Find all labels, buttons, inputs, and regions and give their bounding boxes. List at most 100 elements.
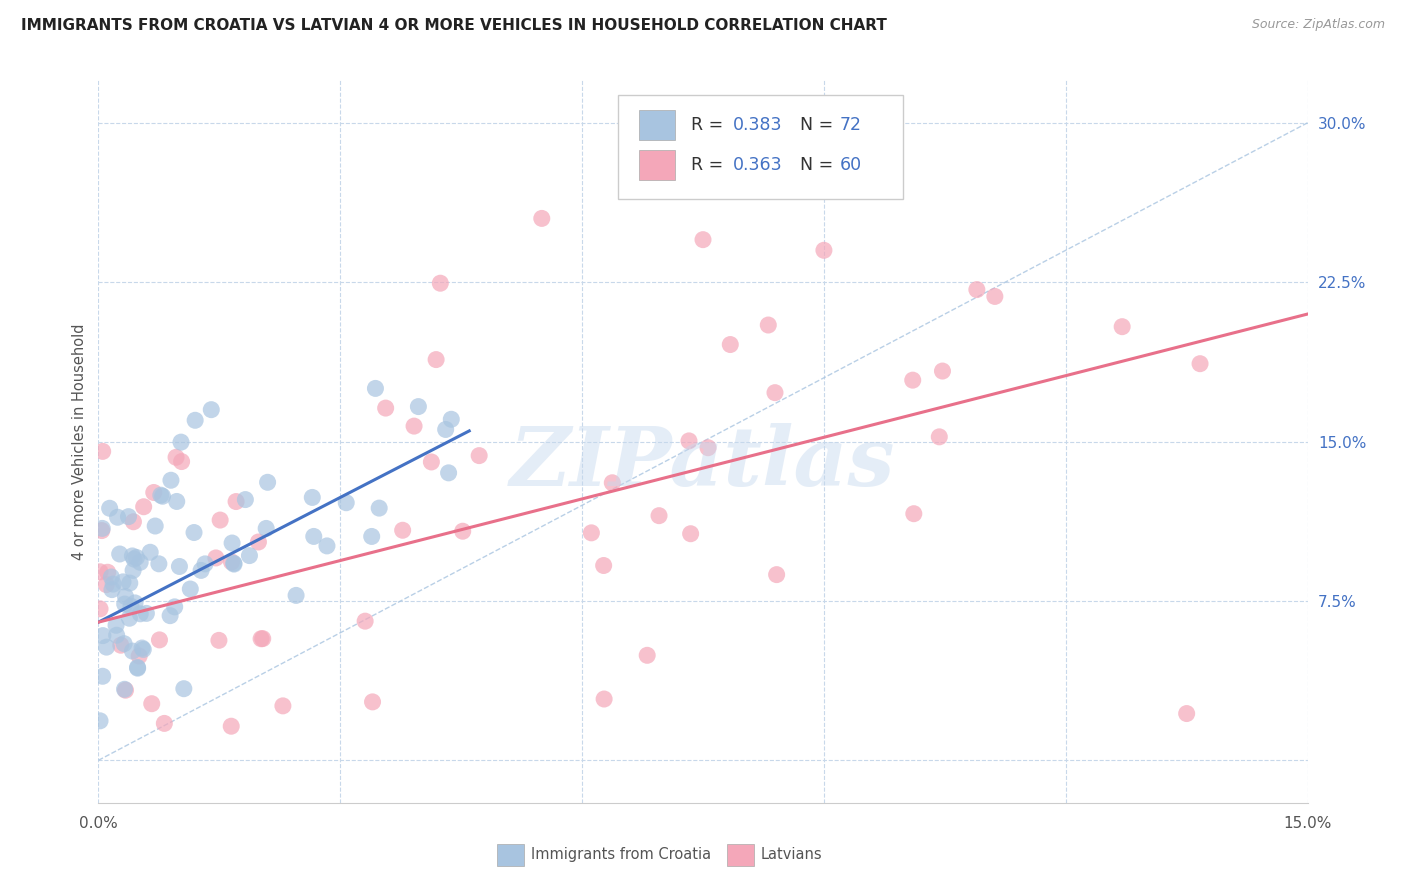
Point	[127, 661, 149, 675]
Point	[636, 648, 658, 663]
Point	[170, 454, 193, 468]
Text: Source: ZipAtlas.com: Source: ZipAtlas.com	[1251, 18, 1385, 31]
Text: IMMIGRANTS FROM CROATIA VS LATVIAN 4 OR MORE VEHICLES IN HOUSEHOLD CORRELATION C: IMMIGRANTS FROM CROATIA VS LATVIAN 4 OR …	[21, 18, 887, 33]
Bar	[638, 150, 675, 180]
Point	[219, 719, 242, 733]
Point	[91, 444, 114, 458]
Point	[679, 526, 702, 541]
Point	[142, 485, 165, 500]
Point	[97, 566, 120, 580]
Point	[301, 491, 323, 505]
Point	[117, 509, 139, 524]
Point	[105, 628, 128, 642]
Point	[141, 697, 163, 711]
Point	[91, 669, 114, 683]
Point	[105, 618, 128, 632]
Point	[114, 590, 136, 604]
Point	[132, 500, 155, 514]
Point	[765, 567, 787, 582]
Point	[1111, 319, 1133, 334]
Point	[98, 501, 121, 516]
Point	[112, 637, 135, 651]
Point	[122, 563, 145, 577]
Point	[111, 574, 134, 589]
Point	[90, 524, 112, 538]
Text: 0.383: 0.383	[734, 116, 783, 134]
Point	[118, 611, 141, 625]
Text: N =: N =	[800, 156, 838, 174]
Text: R =: R =	[690, 116, 728, 134]
Bar	[638, 110, 675, 140]
Point	[124, 596, 146, 610]
Point	[120, 599, 142, 614]
Text: 0.363: 0.363	[734, 156, 783, 174]
Point	[451, 524, 474, 539]
Point	[813, 244, 835, 258]
Y-axis label: 4 or more Vehicles in Household: 4 or more Vehicles in Household	[72, 323, 87, 560]
Point	[408, 400, 430, 414]
Point	[128, 648, 150, 663]
Point	[208, 633, 231, 648]
Point	[122, 552, 145, 566]
Point	[121, 644, 143, 658]
Point	[170, 435, 193, 450]
Point	[420, 455, 443, 469]
Text: 60: 60	[839, 156, 862, 174]
Point	[1189, 357, 1212, 371]
Text: N =: N =	[800, 116, 838, 134]
Bar	[727, 844, 754, 865]
Point	[108, 547, 131, 561]
Point	[135, 607, 157, 621]
Point	[183, 525, 205, 540]
Point	[437, 466, 460, 480]
Point	[758, 114, 780, 128]
Point	[966, 283, 988, 297]
Point	[931, 364, 953, 378]
Point	[194, 557, 217, 571]
Point	[928, 430, 950, 444]
Text: 72: 72	[839, 116, 862, 134]
Point	[697, 441, 720, 455]
Point	[222, 557, 245, 571]
Point	[402, 419, 425, 434]
Point	[96, 577, 118, 591]
Bar	[498, 844, 524, 865]
Text: Immigrants from Croatia: Immigrants from Croatia	[531, 847, 711, 863]
Point	[131, 641, 153, 656]
Point	[184, 413, 207, 427]
Point	[221, 555, 243, 569]
Point	[718, 337, 741, 351]
Point	[648, 508, 671, 523]
Point	[592, 558, 614, 573]
Point	[225, 494, 247, 508]
Point	[148, 632, 170, 647]
Point	[101, 582, 124, 597]
Point	[114, 682, 136, 697]
Point	[235, 492, 257, 507]
Point	[159, 608, 181, 623]
Point	[530, 211, 553, 226]
Point	[152, 489, 174, 503]
Point	[368, 501, 391, 516]
Point	[118, 576, 141, 591]
Point	[285, 588, 308, 602]
Point	[89, 714, 111, 728]
Point	[222, 556, 245, 570]
Point	[148, 557, 170, 571]
Point	[166, 494, 188, 508]
Point	[96, 640, 118, 654]
Point	[429, 276, 451, 290]
Point	[238, 549, 260, 563]
Point	[160, 473, 183, 487]
FancyBboxPatch shape	[619, 95, 903, 200]
Point	[468, 449, 491, 463]
Point	[190, 563, 212, 577]
Point	[91, 521, 114, 535]
Text: R =: R =	[690, 156, 728, 174]
Point	[254, 521, 277, 535]
Point	[114, 683, 136, 698]
Point	[209, 513, 232, 527]
Point	[600, 475, 623, 490]
Text: ZIPatlas: ZIPatlas	[510, 423, 896, 503]
Point	[125, 550, 148, 565]
